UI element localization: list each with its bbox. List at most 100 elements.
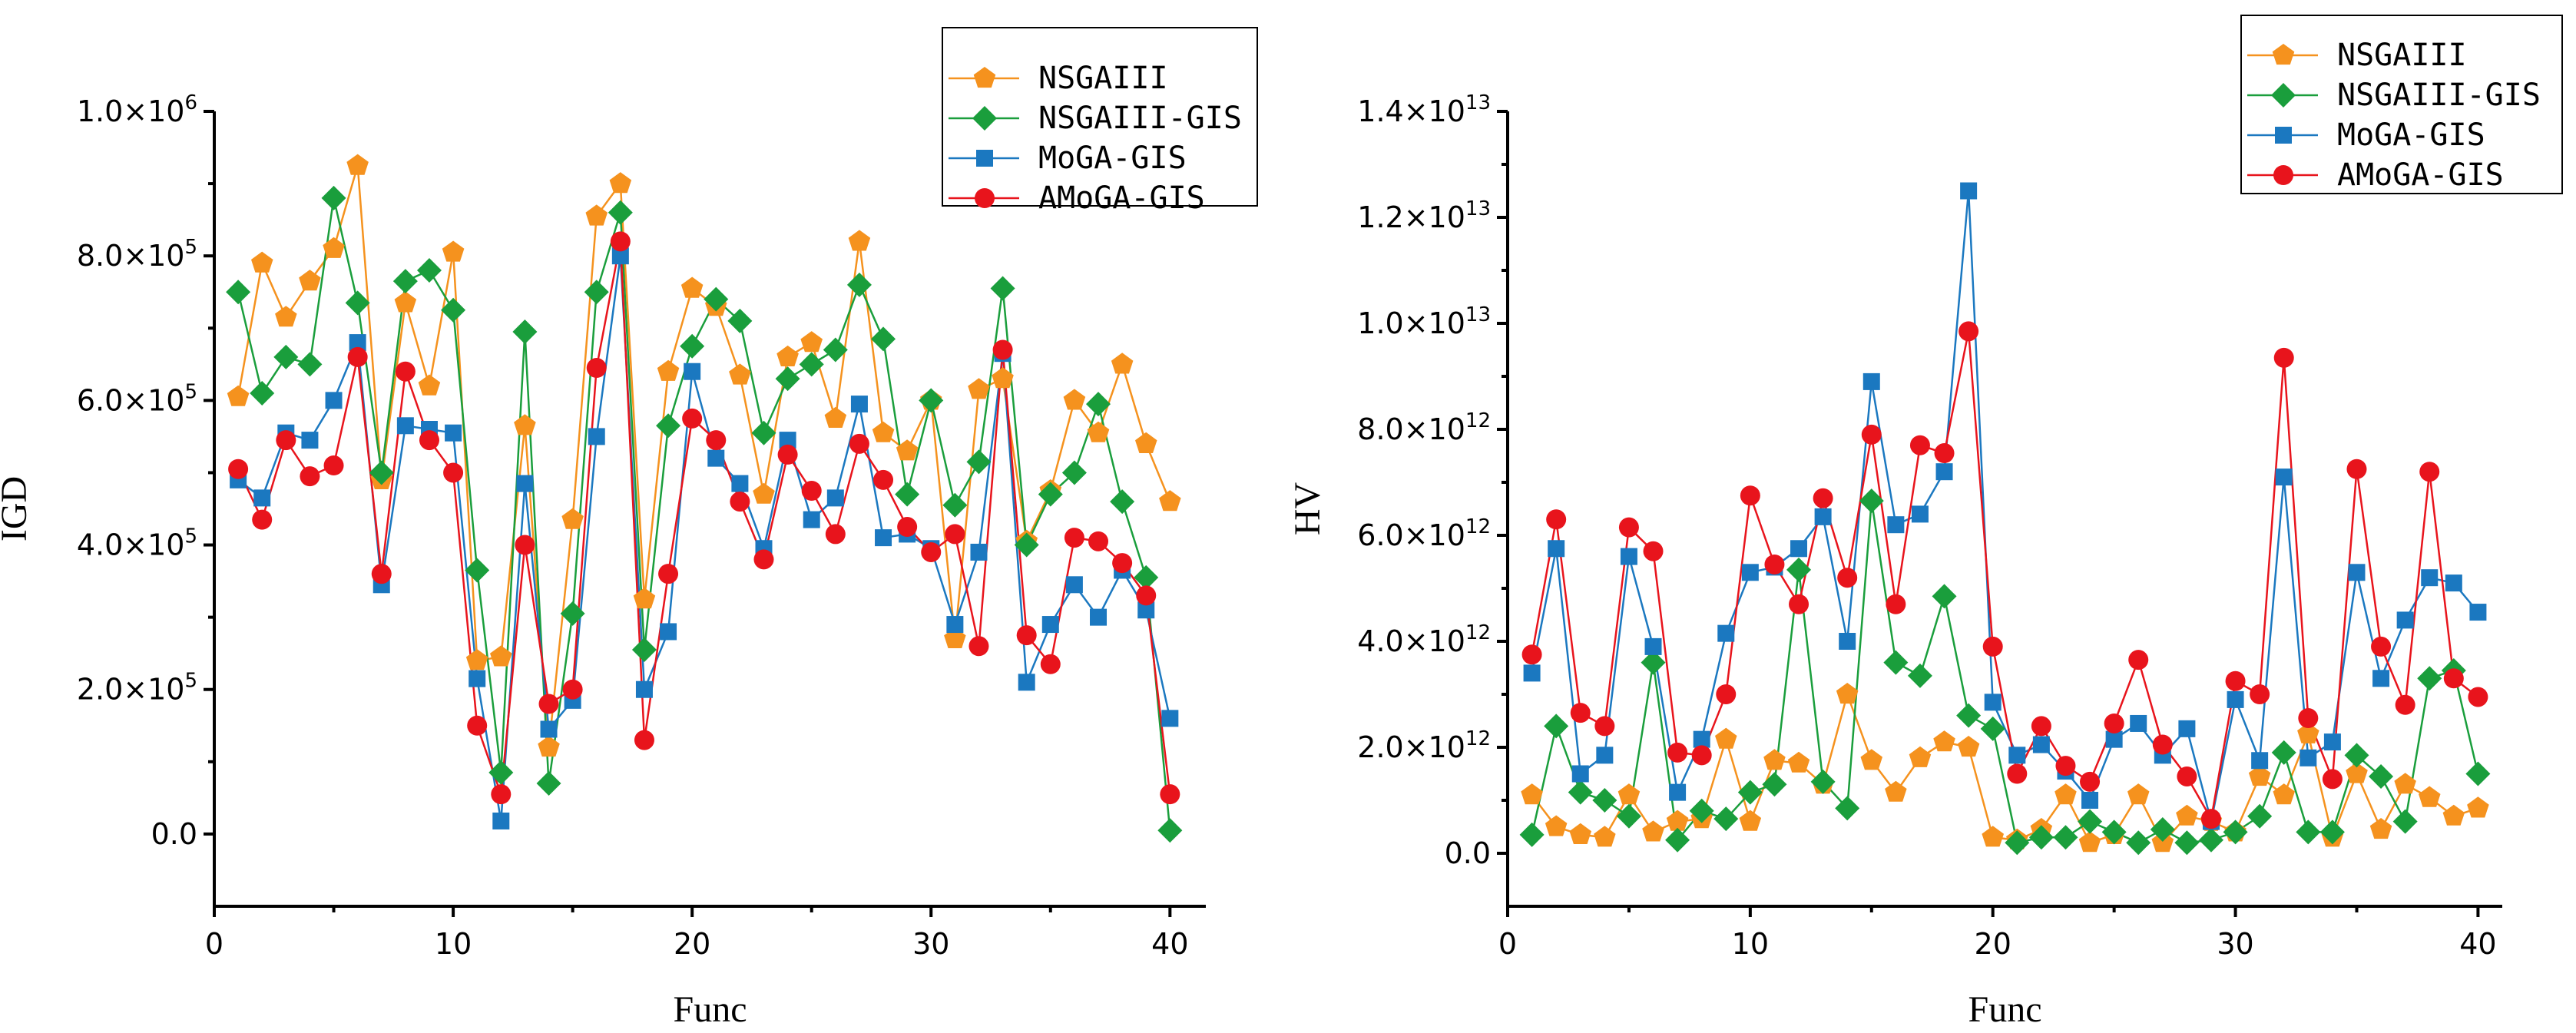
hv-chart: 0 10 20 30 40 0.0 2.0×1012 4.0×1012 6.0×1012 8.0×… — [1287, 15, 2563, 1030]
data-point-nsgaiii — [1545, 815, 1568, 836]
data-point-nsgaiii-gis — [775, 366, 800, 392]
data-point-nsgaiii — [2078, 831, 2101, 853]
data-point-nsgaiii-gis — [1544, 713, 1569, 739]
data-point-moga-gis — [1862, 372, 1880, 390]
data-point-moga-gis — [396, 417, 414, 435]
data-point-moga-gis — [2032, 736, 2050, 753]
data-point-moga-gis — [325, 392, 343, 409]
data-point-amoga-gis — [2298, 708, 2319, 729]
data-point-moga-gis — [1669, 783, 1687, 801]
data-point-nsgaiii — [2055, 783, 2077, 805]
data-point-nsgaiii-gis — [2005, 830, 2030, 856]
data-point-moga-gis — [1018, 674, 1035, 691]
data-point-amoga-gis — [2031, 716, 2051, 737]
data-point-moga-gis — [2323, 733, 2341, 751]
data-point-nsgaiii-gis — [297, 352, 323, 377]
y-tick-label: 8.0×105 — [77, 236, 197, 273]
data-point-nsgaiii — [299, 270, 321, 291]
data-point-nsgaiii — [1860, 749, 1882, 770]
data-point-nsgaiii-gis — [2465, 761, 2491, 786]
data-point-nsgaiii — [251, 251, 273, 273]
data-point-moga-gis — [1717, 624, 1735, 642]
data-point-moga-gis — [2008, 747, 2026, 764]
data-point-amoga-gis — [2055, 756, 2076, 776]
data-point-amoga-gis — [347, 346, 368, 367]
data-point-nsgaiii — [514, 414, 536, 435]
data-point-nsgaiii — [1617, 783, 1641, 805]
data-point-nsgaiii — [227, 385, 250, 406]
data-point-amoga-gis — [1691, 745, 1712, 766]
data-point-amoga-gis — [1136, 585, 1157, 606]
data-point-nsgaiii-gis — [2344, 743, 2369, 768]
data-point-amoga-gis — [1958, 321, 1979, 342]
legend-marker-moga-gis — [2275, 127, 2292, 144]
data-point-amoga-gis — [1716, 684, 1737, 704]
y-tick-label: 1.0×106 — [77, 91, 197, 128]
data-point-nsgaiii — [538, 736, 560, 757]
data-point-amoga-gis — [371, 564, 392, 584]
data-point-amoga-gis — [1837, 568, 1858, 588]
data-point-amoga-gis — [1088, 531, 1109, 551]
data-point-amoga-gis — [2322, 769, 2343, 790]
data-point-nsgaiii-gis — [416, 258, 442, 283]
data-point-amoga-gis — [1040, 654, 1061, 674]
data-point-moga-gis — [2081, 792, 2099, 809]
data-point-nsgaiii — [1982, 826, 2004, 847]
y-tick-label: 6.0×105 — [77, 380, 197, 417]
data-point-amoga-gis — [1789, 594, 1809, 614]
legend-marker-moga-gis — [976, 150, 993, 167]
data-point-nsgaiii-gis — [465, 558, 490, 583]
data-point-amoga-gis — [443, 462, 464, 483]
data-point-amoga-gis — [921, 541, 942, 562]
data-point-amoga-gis — [1521, 644, 1542, 665]
data-point-nsgaiii-gis — [1737, 780, 1763, 805]
data-point-nsgaiii — [2297, 722, 2319, 743]
data-point-nsgaiii-gis — [488, 760, 514, 785]
data-point-nsgaiii — [1909, 746, 1932, 767]
data-point-nsgaiii — [585, 204, 608, 226]
legend-label: AMoGA-GIS — [1038, 180, 1205, 216]
data-point-amoga-gis — [825, 524, 846, 545]
data-point-moga-gis — [2227, 690, 2244, 708]
data-point-amoga-gis — [419, 430, 439, 451]
data-point-amoga-gis — [562, 679, 583, 700]
data-point-moga-gis — [445, 424, 462, 442]
data-point-nsgaiii — [657, 359, 680, 381]
data-point-nsgaiii-gis — [2126, 830, 2151, 856]
y-tick-label: 4.0×1012 — [1357, 621, 1491, 658]
data-point-moga-gis — [2130, 714, 2147, 732]
legend: NSGAIII NSGAIII-GIS MoGA-GIS AMoGA-GIS — [2240, 15, 2563, 194]
data-point-nsgaiii-gis — [2392, 809, 2418, 834]
data-point-moga-gis — [588, 428, 605, 445]
data-point-amoga-gis — [873, 469, 894, 490]
data-point-nsgaiii — [465, 649, 488, 670]
data-point-moga-gis — [253, 489, 271, 507]
data-point-amoga-gis — [1016, 625, 1037, 646]
data-point-nsgaiii-gis — [846, 272, 872, 297]
data-point-nsgaiii-gis — [823, 337, 848, 363]
series-line-nsgaiii — [237, 165, 1171, 748]
data-point-nsgaiii-gis — [919, 388, 944, 413]
series-line-amoga-gis — [1531, 331, 2479, 822]
legend-label: NSGAIII — [2337, 38, 2467, 73]
data-point-nsgaiii — [2419, 786, 2441, 807]
data-point-nsgaiii-gis — [1835, 796, 1860, 821]
data-point-nsgaiii-gis — [2053, 825, 2078, 850]
data-point-nsgaiii — [323, 237, 345, 258]
x-tick-label: 30 — [912, 927, 949, 961]
data-point-nsgaiii-gis — [1932, 584, 1957, 609]
data-point-nsgaiii-gis — [2319, 819, 2345, 845]
data-point-amoga-gis — [1064, 528, 1084, 548]
data-point-nsgaiii-gis — [321, 185, 346, 210]
data-point-nsgaiii-gis — [441, 297, 466, 323]
data-point-moga-gis — [1839, 633, 1856, 650]
data-point-nsgaiii — [800, 331, 823, 353]
data-point-nsgaiii-gis — [1810, 769, 1836, 794]
data-point-nsgaiii — [1933, 730, 1955, 752]
data-point-nsgaiii-gis — [273, 344, 299, 369]
data-point-nsgaiii-gis — [1110, 489, 1135, 515]
data-point-moga-gis — [2469, 604, 2487, 621]
data-point-moga-gis — [516, 475, 534, 492]
data-point-nsgaiii-gis — [1665, 827, 1690, 853]
data-point-nsgaiii — [1569, 823, 1591, 844]
